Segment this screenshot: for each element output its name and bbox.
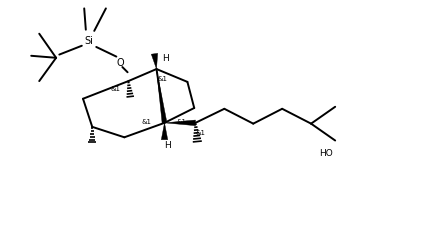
Text: O: O [117,58,124,68]
Polygon shape [151,54,158,70]
Polygon shape [165,121,195,126]
Text: &1: &1 [195,129,205,135]
Polygon shape [157,70,167,124]
Text: &1: &1 [110,86,121,92]
Polygon shape [161,123,168,140]
Text: H: H [162,54,169,63]
Text: &1: &1 [157,76,168,81]
Text: &1: &1 [176,118,187,124]
Text: HO: HO [319,148,333,157]
Text: H: H [165,141,171,150]
Text: Si: Si [85,36,93,45]
Text: &1: &1 [141,118,151,124]
